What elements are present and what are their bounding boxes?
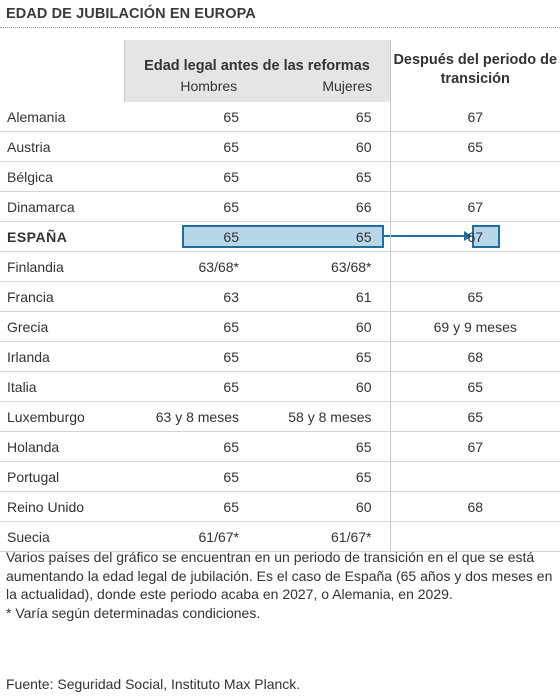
retirement-table: Edad legal antes de las reformas Después… [0,40,560,552]
row-country: Bélgica [0,161,124,192]
row-men: 65 [124,491,257,522]
row-after [389,521,560,552]
row-men: 65 [124,191,257,222]
row-men: 65 [124,221,257,252]
row-after: 67 [389,102,560,132]
table-row: Luxemburgo 63 y 8 meses 58 y 8 meses 65 [0,401,560,432]
table-row: Irlanda 65 65 68 [0,341,560,372]
row-country: Finlandia [0,251,124,282]
table-row: Bélgica 65 65 [0,161,560,192]
row-women: 60 [257,491,390,522]
header-men: Hombres [123,77,257,102]
row-men: 65 [124,371,257,402]
row-country: Austria [0,131,124,162]
row-after: 65 [389,401,560,432]
row-after: 65 [389,281,560,312]
row-after: 67 [389,191,560,222]
row-women: 63/68* [257,251,390,282]
row-men: 63/68* [124,251,257,282]
row-women: 66 [257,191,390,222]
row-women: 65 [257,431,390,462]
row-country: Reino Unido [0,491,124,522]
row-after: 68 [389,341,560,372]
header-after-transition: Después del periodo de transición [389,40,560,102]
table-row: Suecia 61/67* 61/67* [0,521,560,552]
row-men: 65 [124,131,257,162]
row-country: Holanda [0,431,124,462]
row-after [389,161,560,192]
row-country: Dinamarca [0,191,124,222]
row-women: 60 [257,371,390,402]
row-women: 65 [257,341,390,372]
table-row: Finlandia 63/68* 63/68* [0,251,560,282]
row-women: 58 y 8 meses [257,401,390,432]
row-after: 67 [389,431,560,462]
table-row: Grecia 65 60 69 y 9 meses [0,311,560,342]
chart-title: EDAD DE JUBILACIÓN EN EUROPA [6,6,256,22]
row-men: 65 [124,461,257,492]
row-country: Grecia [0,311,124,342]
footnote-asterisk: * Varía según determinadas condiciones. [6,604,261,621]
row-women: 65 [257,161,390,192]
row-men: 65 [124,102,257,132]
row-after [389,251,560,282]
row-country: Alemania [0,102,124,132]
corner-cell [0,40,124,77]
row-men: 63 [124,281,257,312]
row-men: 65 [124,311,257,342]
row-country: Italia [0,371,124,402]
header-before-reforms: Edad legal antes de las reformas [123,40,390,77]
header-women: Mujeres [257,77,390,102]
table-row: Italia 65 60 65 [0,371,560,402]
row-women: 65 [257,461,390,492]
row-women: 65 [257,102,390,132]
row-country: Francia [0,281,124,312]
footnote-text: Varios países del gráfico se encuentran … [6,549,553,602]
row-country: ESPAÑA [0,221,124,252]
row-women: 61 [257,281,390,312]
row-after: 65 [389,131,560,162]
row-men: 65 [124,341,257,372]
row-country: Suecia [0,521,124,552]
corner-cell-2 [0,77,124,102]
table-row: Holanda 65 65 67 [0,431,560,462]
title-divider [0,27,560,28]
row-women: 61/67* [257,521,390,552]
row-men: 65 [124,161,257,192]
table-row: ESPAÑA 65 65 67 [0,221,560,252]
row-women: 65 [257,221,390,252]
row-after: 68 [389,491,560,522]
row-men: 65 [124,431,257,462]
table-row: Francia 63 61 65 [0,281,560,312]
row-women: 60 [257,131,390,162]
table-row: Reino Unido 65 60 68 [0,491,560,522]
table-row: Dinamarca 65 66 67 [0,191,560,222]
table-row: Austria 65 60 65 [0,131,560,162]
row-after [389,461,560,492]
footnote: Varios países del gráfico se encuentran … [6,548,556,622]
row-men: 63 y 8 meses [124,401,257,432]
row-country: Luxemburgo [0,401,124,432]
row-after: 65 [389,371,560,402]
row-men: 61/67* [124,521,257,552]
table-row: Alemania 65 65 67 [0,102,560,132]
source-note: Fuente: Seguridad Social, Instituto Max … [6,676,301,692]
row-after: 69 y 9 meses [389,311,560,342]
row-after: 67 [389,221,560,252]
row-country: Irlanda [0,341,124,372]
table-row: Portugal 65 65 [0,461,560,492]
row-country: Portugal [0,461,124,492]
row-women: 60 [257,311,390,342]
